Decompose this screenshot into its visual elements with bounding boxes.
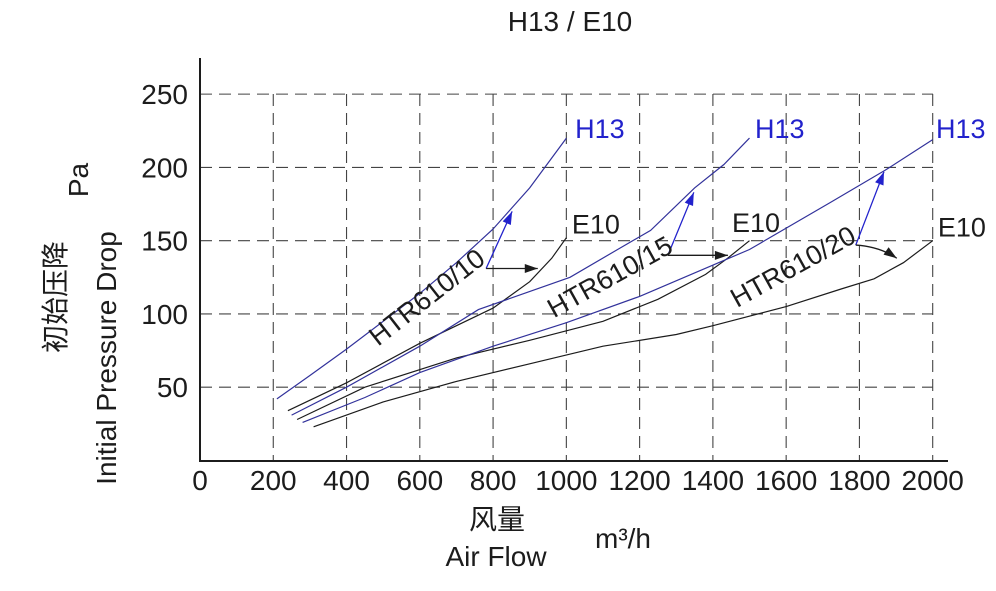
x-tick-label: 2000	[902, 465, 964, 496]
curve-label-h13: H13	[575, 114, 625, 144]
x-tick-label: 1200	[608, 465, 670, 496]
curve-e10-htr610-10	[287, 237, 567, 412]
curve-label-htr610-15: HTR610/15	[542, 230, 677, 323]
curve-label-e10: E10	[938, 212, 986, 242]
x-tick-label: 1800	[828, 465, 890, 496]
curve-e10-htr610-20	[313, 240, 934, 428]
arrowhead	[524, 264, 538, 274]
x-tick-label: 400	[323, 465, 370, 496]
curve-label-h13: H13	[755, 114, 805, 144]
y-tick-label: 250	[141, 79, 188, 110]
y-axis-label-zh: 初始压降	[40, 240, 71, 354]
y-axis-unit-label: Pa	[63, 162, 94, 198]
chart-title: H13 / E10	[507, 6, 633, 37]
curve-label-h13: H13	[936, 114, 986, 144]
arrowhead	[883, 247, 897, 259]
arrowhead	[714, 250, 728, 260]
y-axis-label-en: Initial Pressure Drop	[91, 231, 122, 485]
curve-h13-htr610-20	[302, 139, 934, 423]
axis-lines	[199, 58, 948, 462]
curve-h13-htr610-10	[276, 137, 567, 400]
x-axis-unit-label: m³/h	[595, 523, 651, 554]
x-axis-label-en: Air Flow	[445, 541, 547, 572]
x-tick-label: 1000	[535, 465, 597, 496]
y-tick-label: 150	[141, 226, 188, 257]
arrowhead	[684, 192, 694, 207]
curve-label-e10: E10	[732, 208, 780, 238]
x-tick-label: 600	[396, 465, 443, 496]
x-axis-label-zh: 风量	[468, 504, 526, 535]
curve-label-e10: E10	[572, 209, 620, 239]
arrowhead	[875, 171, 884, 186]
curve-label-htr610-10: HTR610/10	[363, 243, 490, 352]
x-tick-label: 800	[470, 465, 517, 496]
curve-e10-htr610-15	[296, 240, 750, 421]
arrowhead	[502, 211, 513, 226]
y-tick-label: 50	[157, 372, 188, 403]
x-tick-label: 200	[250, 465, 297, 496]
y-tick-label: 100	[141, 299, 188, 330]
annotation-arrow-blue	[855, 171, 885, 246]
x-tick-label: 1600	[755, 465, 817, 496]
curve-h13-htr610-15	[291, 137, 750, 416]
x-tick-label: 0	[192, 465, 208, 496]
x-tick-label: 1400	[682, 465, 744, 496]
y-tick-label: 200	[141, 152, 188, 183]
